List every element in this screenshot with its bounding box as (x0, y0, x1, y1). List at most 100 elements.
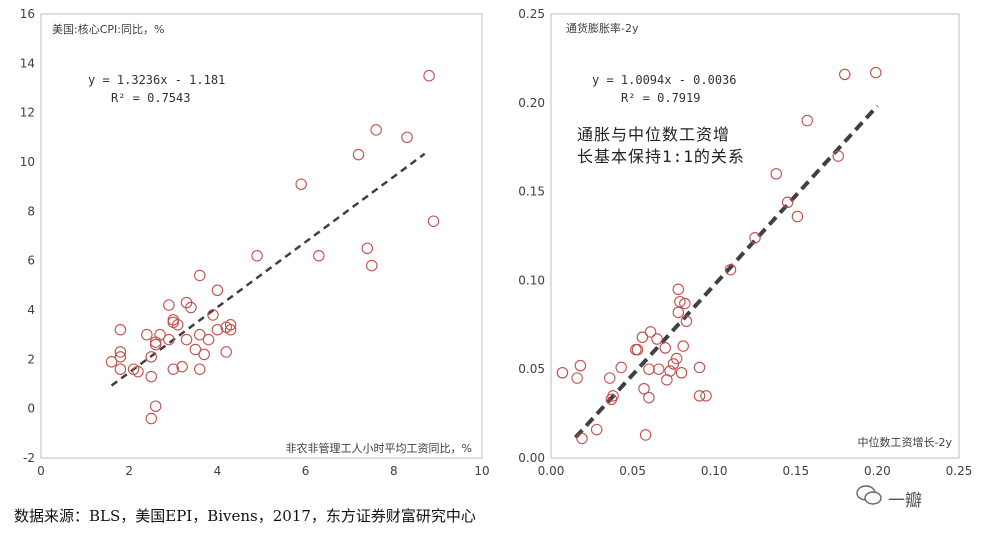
left-y-tick-label: -2 (23, 451, 35, 465)
left-y-tick-label: 10 (20, 155, 35, 169)
right-annotation-line1: 通胀与中位数工资增 (577, 125, 730, 144)
right-data-point (652, 363, 665, 375)
right-data-point (638, 382, 650, 395)
right-data-point (639, 429, 652, 441)
right-trend-r2: R² = 0.7919 (621, 91, 700, 105)
right-data-point (680, 315, 693, 327)
left-trendline (110, 152, 426, 387)
left-y-tick-label: 12 (20, 106, 35, 120)
right-y-tick-label: 0.00 (518, 451, 545, 465)
left-data-point (105, 356, 118, 368)
left-data-point (427, 215, 440, 227)
left-data-point (224, 323, 237, 336)
left-data-point (114, 323, 127, 336)
right-data-point (571, 372, 583, 384)
right-y-tick-label: 0.05 (518, 362, 545, 376)
right-data-point (604, 372, 616, 384)
left-data-point (141, 328, 153, 341)
left-data-point (114, 346, 127, 358)
left-x-tick-label: 6 (302, 464, 310, 478)
source-note: 数据来源：BLS，美国EPI，Bivens，2017，东方证券财富研究中心 (14, 507, 476, 525)
left-x-tick-label: 8 (390, 464, 398, 478)
left-x-tick-label: 10 (474, 464, 489, 478)
left-data-point (154, 328, 166, 341)
left-data-point (211, 323, 224, 336)
left-x-tick-label: 4 (214, 464, 222, 478)
left-y-tick-label: 8 (27, 204, 35, 218)
left-data-point (163, 299, 175, 311)
right-chart-title: 通货膨胀率-2y (566, 21, 639, 35)
left-y-tick-label: 14 (20, 56, 35, 70)
left-data-point (149, 338, 162, 351)
right-data-point (636, 331, 649, 343)
left-chart-title: 美国:核心CPI:同比，% (52, 22, 164, 36)
right-data-point (724, 263, 737, 276)
right-data-point (770, 168, 782, 180)
left-data-point (207, 309, 219, 321)
left-y-tick-label: 16 (20, 7, 35, 21)
left-data-point (149, 400, 162, 412)
left-data-point (352, 148, 365, 161)
left-data-point (185, 301, 197, 314)
right-data-point (643, 391, 655, 404)
left-data-point (114, 351, 127, 363)
left-data-point (194, 328, 206, 341)
left-y-tick-label: 4 (27, 303, 35, 317)
left-data-point (423, 69, 435, 82)
right-data-point (781, 196, 794, 209)
right-scatter-chart: 0.00 0.05 0.10 0.15 0.20 0.25 0.00 0.05 0.10 0.15… (518, 7, 972, 478)
right-x-tick-label: 0.15 (782, 464, 809, 478)
left-data-point (149, 336, 162, 348)
left-data-point (145, 351, 158, 363)
left-data-point (251, 249, 263, 262)
right-data-point (675, 367, 688, 379)
right-data-point (643, 363, 655, 375)
right-data-point (664, 365, 676, 377)
left-data-point (189, 343, 202, 356)
left-plot-frame (40, 13, 483, 459)
left-data-point (361, 242, 374, 255)
right-data-point (576, 432, 588, 445)
left-x-tick-label: 0 (37, 464, 45, 478)
left-trend-r2: R² = 0.7543 (111, 91, 190, 105)
left-data-point (176, 360, 188, 373)
right-data-point (631, 343, 644, 356)
watermark-text: 一瓣 (888, 491, 922, 511)
right-data-point (832, 150, 844, 162)
right-data-point (677, 340, 689, 352)
right-data-point (693, 361, 706, 374)
right-x-tick-label: 0.25 (946, 464, 973, 478)
left-data-point (365, 259, 378, 272)
left-y-tick-label: 6 (27, 254, 35, 268)
right-x-tick-label: 0.10 (701, 464, 728, 478)
left-data-point (202, 333, 215, 346)
left-data-point (220, 346, 232, 358)
left-data-point (198, 348, 210, 361)
left-data-point (180, 333, 193, 346)
right-data-point (556, 367, 569, 379)
left-data-point (194, 363, 206, 375)
left-x-tick-label: 2 (125, 464, 133, 478)
right-y-tick-label: 0.20 (518, 96, 545, 110)
right-annotation-line2: 长基本保持1:1的关系 (577, 147, 745, 166)
right-data-point (693, 390, 706, 402)
right-data-point (644, 326, 657, 338)
right-data-point (839, 68, 851, 81)
left-data-point (167, 363, 180, 375)
left-data-point (145, 370, 158, 383)
left-trend-equation: y = 1.3236x - 1.181 (88, 73, 225, 87)
right-data-point (607, 390, 619, 402)
left-data-point (194, 269, 206, 282)
left-data-point (211, 284, 224, 297)
right-trend-equation: y = 1.0094x - 0.0036 (592, 73, 737, 87)
right-y-tick-label: 0.25 (518, 7, 545, 21)
left-y-tick-label: 2 (27, 352, 35, 366)
right-data-point (672, 283, 685, 296)
left-data-point (114, 363, 127, 375)
right-data-point (672, 306, 685, 319)
right-data-point (659, 342, 671, 354)
right-data-point (590, 423, 603, 436)
right-x-axis-label: 中位数工资增长-2y (858, 435, 953, 449)
right-data-point (791, 210, 804, 223)
